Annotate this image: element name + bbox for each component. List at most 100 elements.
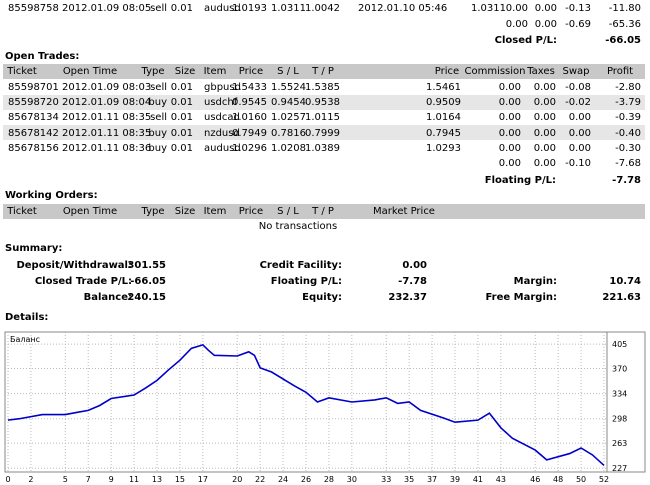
x-tick-label: 7	[86, 475, 91, 484]
legend-label: Баланс	[10, 335, 40, 344]
cell: -0.13	[565, 3, 591, 14]
column-header: Open Time	[62, 66, 118, 77]
total-cell: 0.00	[534, 19, 557, 30]
total-cell: 0.00	[498, 158, 521, 169]
x-tick-label: 43	[496, 475, 506, 484]
column-header: Type	[141, 206, 165, 217]
cell: 1.0293	[426, 142, 461, 154]
summary-value: -66.05	[130, 276, 166, 287]
cell: 85598720	[8, 97, 59, 109]
section-title: Summary:	[5, 243, 63, 254]
cell: 1.5461	[426, 82, 461, 93]
x-tick-label: 13	[152, 475, 162, 484]
y-tick-label: 370	[612, 365, 627, 374]
x-tick-label: 28	[324, 475, 334, 484]
x-tick-label: 9	[109, 475, 114, 484]
summary-value: 232.37	[388, 292, 427, 303]
cell: 0.9509	[426, 97, 461, 109]
y-tick-label: 263	[612, 439, 627, 448]
cell: 2012.01.11 08:36	[62, 142, 152, 154]
cell: 0.00	[533, 82, 556, 93]
cell: gbpusd	[204, 82, 241, 93]
x-tick-label: 26	[301, 475, 311, 484]
row-shade	[3, 125, 645, 140]
balance-line	[7, 343, 605, 467]
cell: 1.0311	[271, 3, 306, 14]
cell: 0.9454	[271, 97, 306, 109]
cell: 0.9545	[232, 97, 267, 109]
cell: 2012.01.10 05:46	[358, 3, 448, 14]
cell: 0.00	[534, 3, 557, 14]
column-header: Price	[238, 206, 264, 217]
cell: -3.79	[615, 97, 641, 109]
total-cell: -65.36	[608, 19, 641, 30]
cell: 2012.01.09 08:04	[62, 97, 152, 109]
cell: 1.0160	[232, 112, 267, 124]
column-header: T / P	[312, 66, 334, 77]
column-header: Ticket	[7, 66, 37, 77]
cell: 1.0208	[271, 142, 306, 154]
x-tick-label: 50	[576, 475, 586, 484]
summary-label: Margin:	[513, 276, 557, 287]
cell: 0.01	[170, 112, 193, 124]
result-value: -7.78	[612, 175, 641, 186]
cell: 0.00	[568, 142, 591, 154]
cell: 85598758	[8, 3, 59, 14]
cell: -0.39	[615, 112, 641, 124]
y-tick-label: 227	[612, 464, 627, 473]
summary-value: 10.74	[609, 276, 641, 287]
cell: 1.5385	[305, 82, 340, 93]
cell: 1.5433	[232, 82, 267, 93]
x-tick-label: 39	[450, 475, 460, 484]
cell: sell	[150, 112, 167, 124]
cell: 0.00	[568, 127, 591, 139]
column-header: Type	[141, 66, 165, 77]
summary-label: Equity:	[302, 292, 342, 303]
chart-frame	[4, 331, 646, 473]
x-tick-label: 41	[473, 475, 483, 484]
cell: 1.0042	[305, 3, 340, 14]
x-tick-label: 22	[255, 475, 265, 484]
header-bar	[3, 204, 645, 219]
cell: usdcad	[204, 112, 240, 124]
cell: 0.00	[505, 3, 528, 14]
cell: 0.00	[533, 97, 556, 109]
x-tick-label: 17	[198, 475, 208, 484]
summary-value: 0.00	[402, 260, 427, 271]
cell: 0.7945	[426, 127, 461, 139]
cell: 1.0296	[232, 142, 267, 154]
column-header: Item	[203, 206, 227, 217]
cell: 0.01	[170, 82, 193, 93]
cell: 0.01	[170, 127, 193, 139]
cell: -2.80	[615, 82, 641, 93]
cell: 0.00	[498, 112, 521, 124]
column-header: S / L	[277, 206, 299, 217]
cell: 1.0389	[305, 142, 340, 154]
column-header: Taxes	[527, 66, 555, 77]
summary-value: 221.63	[602, 292, 641, 303]
cell: 0.01	[170, 97, 193, 109]
cell: 85678142	[8, 127, 59, 139]
x-tick-label: 11	[129, 475, 139, 484]
column-header: T / P	[312, 206, 334, 217]
column-header: Swap	[562, 66, 590, 77]
result-value: -66.05	[605, 35, 641, 46]
cell: 0.7949	[232, 127, 267, 139]
cell: -0.30	[615, 142, 641, 154]
x-tick-label: 5	[63, 475, 68, 484]
cell: 0.01	[170, 142, 193, 154]
cell: buy	[148, 97, 167, 109]
column-header: Item	[203, 66, 227, 77]
x-tick-label: 52	[599, 475, 609, 484]
summary-label: Closed Trade P/L:	[34, 276, 132, 287]
cell: -11.80	[608, 3, 641, 14]
cell: 85598701	[8, 82, 59, 93]
section-title: Details:	[5, 312, 49, 323]
cell: 0.00	[498, 127, 521, 139]
summary-label: Balance:	[83, 292, 132, 303]
cell: 1.0311	[471, 3, 506, 14]
section-title: Open Trades:	[5, 51, 80, 62]
total-cell: -0.10	[565, 158, 591, 169]
cell: 0.7816	[271, 127, 306, 139]
